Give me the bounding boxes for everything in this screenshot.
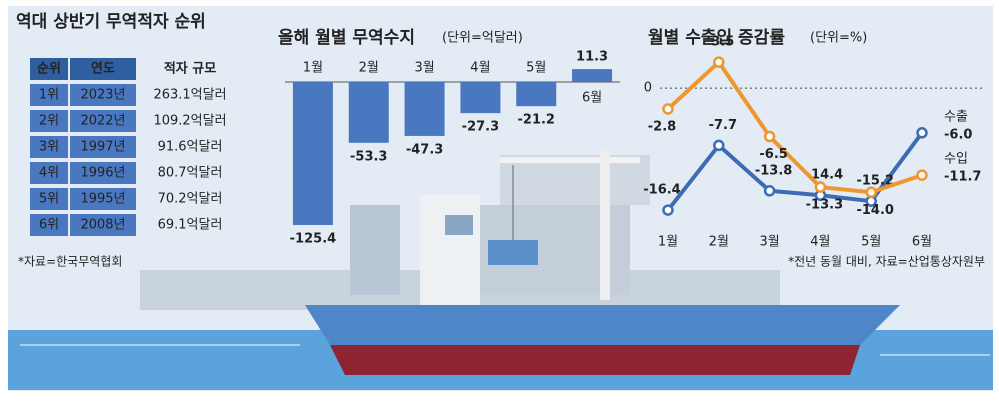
point	[763, 185, 776, 197]
category-label: 5월	[526, 61, 546, 76]
point	[713, 139, 725, 152]
header-text: 연도	[91, 62, 115, 77]
cell	[70, 214, 136, 236]
legend-label: 수입	[944, 152, 968, 167]
cell	[70, 84, 136, 106]
cell-text: 2위	[39, 114, 59, 129]
x-tick-label: 5월	[861, 235, 881, 250]
cell-text: 109.2억달러	[153, 114, 226, 129]
bar	[292, 82, 333, 225]
value-label: -6.0	[944, 127, 972, 142]
x-tick-label: 6월	[912, 235, 932, 250]
cell-text: 70.2억달러	[158, 192, 223, 207]
ship-scene	[8, 150, 993, 390]
bar	[348, 82, 389, 143]
x-tick-label: 2월	[709, 235, 729, 250]
table-note: *자료=한국무역협회	[18, 255, 122, 269]
line	[666, 59, 923, 195]
bar	[404, 82, 445, 136]
cell	[30, 136, 68, 158]
cell	[30, 214, 68, 236]
value-label: -125.4	[290, 232, 337, 247]
cell-text: 4위	[39, 166, 59, 181]
category-label: 1월	[303, 61, 323, 76]
category-label: 4월	[470, 61, 490, 76]
value-label: -2.8	[648, 119, 676, 134]
header-text: 적자 규모	[164, 61, 216, 77]
value-label: -13.3	[806, 198, 843, 213]
point	[814, 181, 827, 193]
value-label: -21.2	[518, 113, 555, 128]
cell-text: 2008년	[80, 218, 125, 233]
cell-text: 1995년	[80, 192, 125, 207]
cell	[30, 162, 68, 184]
header-cell	[30, 58, 68, 80]
cell	[70, 162, 136, 184]
category-label: 3월	[414, 61, 434, 76]
cell	[70, 110, 136, 132]
bar	[572, 69, 613, 82]
x-tick-label: 1월	[658, 235, 678, 250]
cell-text: 2022년	[80, 114, 125, 129]
cell-text: 6위	[39, 218, 59, 233]
bar-subtitle: (단위=억달러)	[442, 31, 523, 46]
line-note: *전년 동월 대비, 자료=산업통상자원부	[788, 255, 985, 269]
value-label: -15.2	[856, 174, 893, 189]
line-title: 월별 수출입 증감률	[648, 28, 785, 48]
cell-text: 3위	[39, 140, 59, 155]
cell-text: 80.7억달러	[158, 166, 223, 181]
value-label: -6.5	[759, 147, 787, 162]
point	[763, 130, 776, 143]
cell	[70, 136, 136, 158]
cell	[70, 188, 136, 210]
cell-text: 1997년	[80, 140, 125, 155]
bar	[516, 82, 557, 107]
point	[662, 103, 674, 115]
point	[916, 169, 928, 181]
cell	[30, 188, 68, 210]
cell-text: 69.1억달러	[158, 218, 223, 233]
point	[662, 204, 674, 216]
cell	[30, 84, 68, 106]
point	[865, 186, 877, 199]
header-text: 순위	[37, 62, 61, 77]
cell-text: 263.1억달러	[153, 88, 226, 103]
point	[916, 127, 928, 139]
cell-text: 5위	[39, 192, 59, 207]
value-label: -47.3	[406, 142, 443, 157]
cell-text: 1위	[39, 88, 59, 103]
x-tick-label: 4월	[810, 235, 830, 250]
x-tick-label: 3월	[759, 235, 779, 250]
category-label: 6월	[582, 91, 602, 106]
value-label: 11.3	[576, 50, 608, 65]
line-subtitle: (단위=%)	[810, 31, 867, 46]
point	[713, 56, 725, 68]
cell-text: 1996년	[80, 166, 125, 181]
bar	[460, 82, 501, 114]
cell	[30, 110, 68, 132]
bar-title: 올해 월별 무역수지	[278, 28, 415, 48]
table-title: 역대 상반기 무역적자 순위	[16, 12, 206, 32]
value-label: -7.7	[709, 118, 737, 133]
value-label: -13.8	[755, 163, 792, 178]
legend-label: 수출	[944, 109, 968, 124]
value-label: -53.3	[350, 149, 387, 164]
cell-text: 91.6억달러	[158, 140, 223, 155]
header-cell	[70, 58, 136, 80]
value-label: -27.3	[462, 120, 499, 135]
value-label: 3.5	[711, 35, 734, 50]
value-label: -11.7	[944, 170, 981, 185]
category-label: 2월	[359, 61, 379, 76]
cell-text: 2023년	[80, 88, 125, 103]
value-label: -14.0	[856, 203, 893, 218]
y-tick-label: 0	[644, 81, 652, 96]
value-label: -16.4	[643, 183, 680, 198]
